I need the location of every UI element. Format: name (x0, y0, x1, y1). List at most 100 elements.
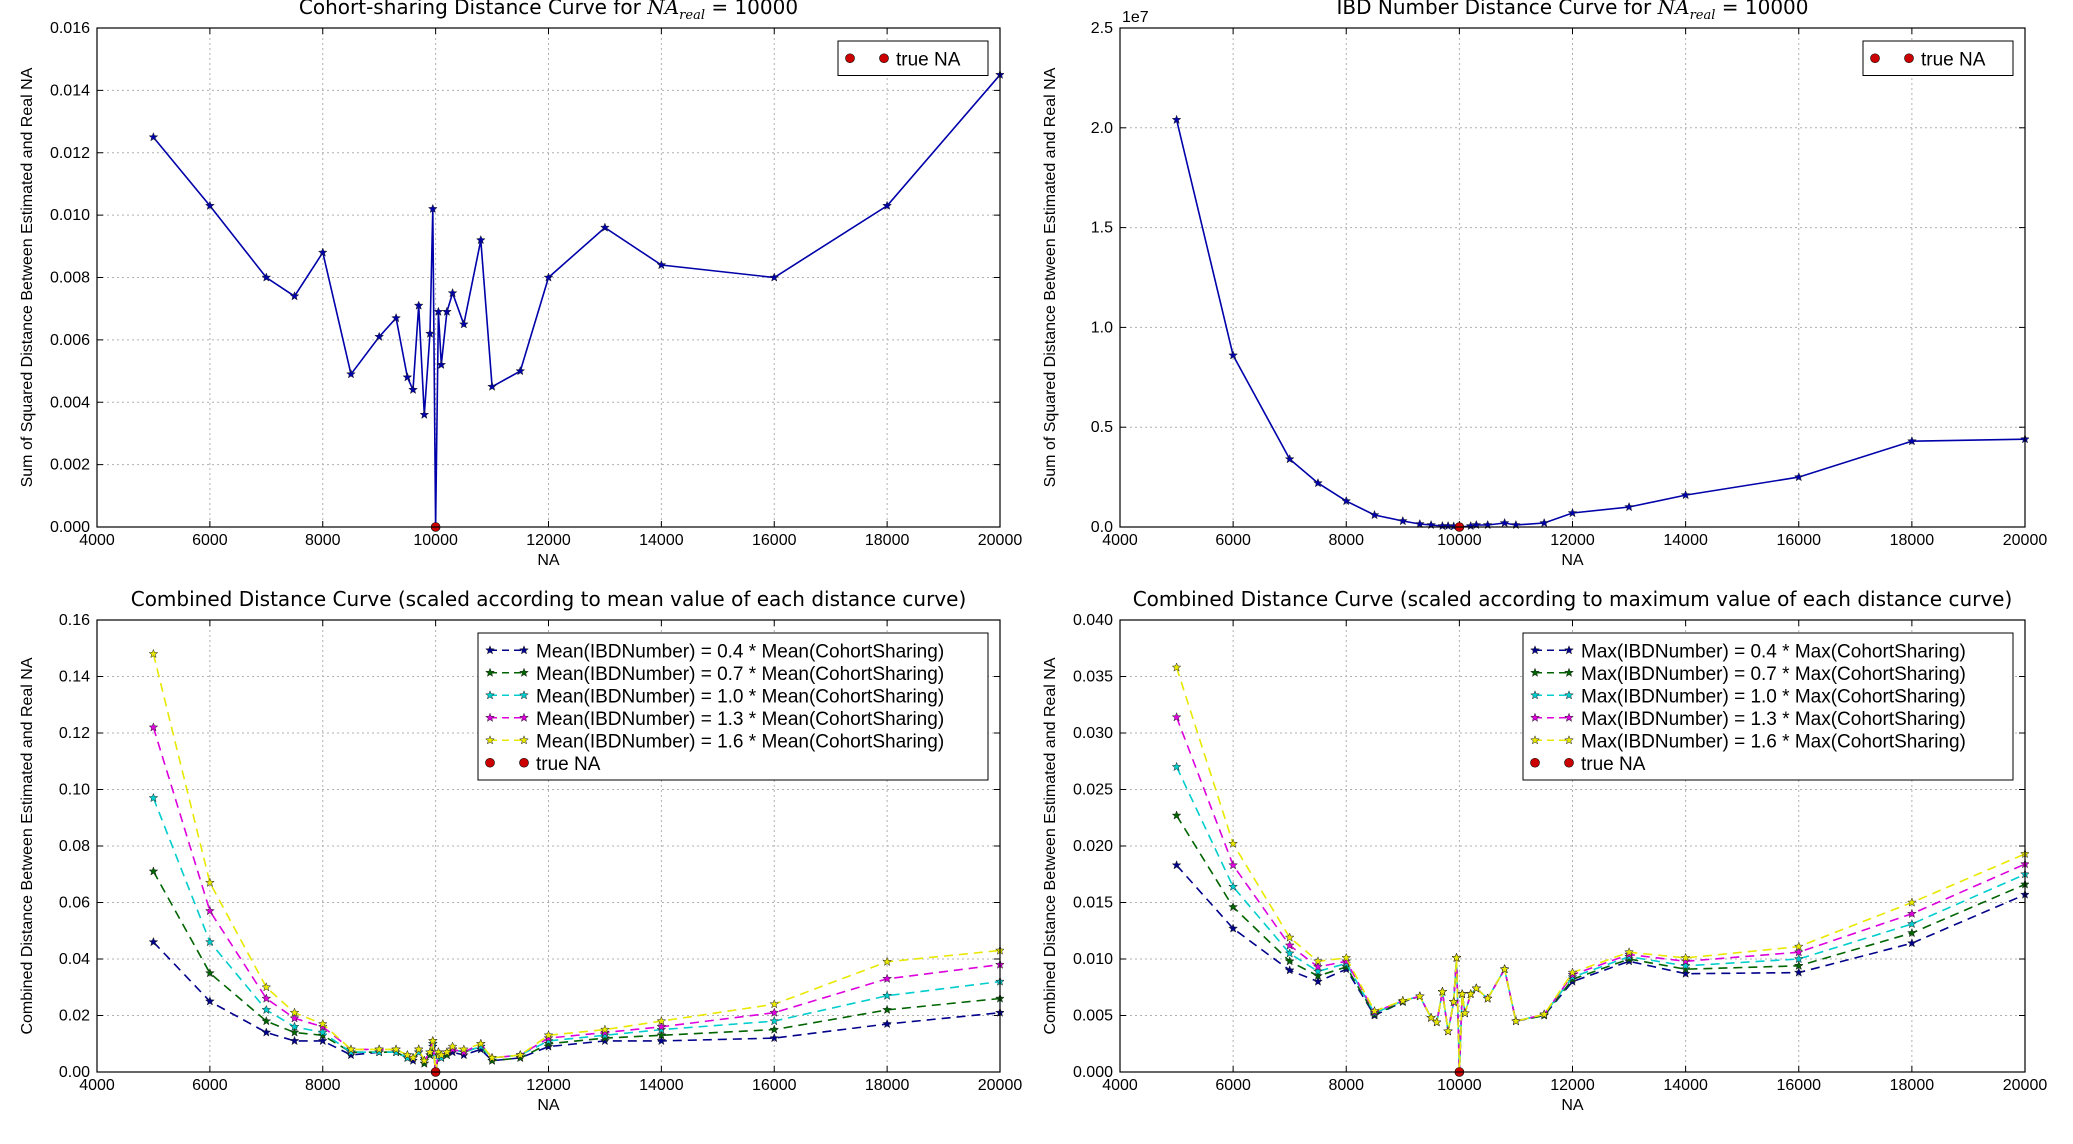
data-point (1539, 517, 1550, 528)
chart-title-text: Combined Distance Curve (scaled accordin… (131, 587, 967, 611)
data-point (204, 967, 215, 978)
data-point (475, 1038, 486, 1048)
axes-frame (96, 619, 1001, 1073)
data-point (1793, 967, 1804, 977)
x-tick-label: 10000 (1437, 532, 1482, 549)
legend-marker (1904, 53, 1914, 64)
data-point (1397, 515, 1408, 526)
data-point (1680, 489, 1691, 500)
x-axis-label: NA (537, 1097, 560, 1114)
data-point (1443, 520, 1453, 531)
data-point (1443, 1026, 1453, 1036)
data-point (402, 372, 413, 382)
data-point (769, 1032, 780, 1043)
legend-marker (519, 667, 529, 677)
data-point (204, 936, 215, 947)
data-point (1284, 932, 1295, 942)
legend-entry: true NA (485, 754, 601, 775)
data-point (148, 936, 159, 947)
data-point (1624, 501, 1634, 512)
legend-entry: Max(IBDNumber) = 1.0 * Max(CohortSharing… (1530, 686, 1966, 707)
legend-marker (1530, 645, 1540, 655)
x-tick-label: 14000 (639, 532, 684, 549)
legend-marker (485, 690, 495, 700)
data-point (1567, 967, 1578, 977)
data-point (427, 1035, 438, 1046)
data-point (769, 1015, 780, 1026)
data-point (882, 1004, 893, 1015)
data-point (769, 272, 780, 282)
data-point (1171, 810, 1182, 820)
y-tick-label: 0.16 (59, 612, 90, 629)
data-point (289, 1035, 300, 1046)
legend-entry: Mean(IBDNumber) = 1.6 * Mean(CohortShari… (485, 731, 944, 752)
data-point (408, 1055, 418, 1065)
data-point (515, 365, 526, 376)
data-point (656, 1021, 667, 1031)
legend-marker (879, 53, 889, 64)
data-point (1228, 350, 1239, 360)
legend-marker (485, 757, 495, 768)
data-point (433, 306, 444, 316)
chart-title-text: IBD Number Distance Curve for (1337, 0, 1653, 19)
data-point (1448, 996, 1459, 1007)
data-point (1499, 517, 1510, 528)
plot-area (1120, 28, 2025, 527)
legend: true NA (1862, 40, 2014, 76)
legend-label: Max(IBDNumber) = 1.3 * Max(CohortSharing… (1581, 709, 1966, 730)
data-point (408, 1052, 418, 1063)
y-tick-label: 0.030 (1073, 725, 1113, 742)
x-tick-label: 10000 (413, 1077, 458, 1094)
data-point (1431, 1017, 1442, 1027)
data-point (1906, 435, 1917, 446)
data-point (204, 200, 215, 210)
data-point (447, 287, 458, 298)
y-tick-label: 0.04 (59, 951, 90, 968)
y-tick-label: 0.002 (50, 457, 90, 474)
chart-panel-4: 4000 6000 8000 10000 12000 14000 16000 18000 200… (1042, 587, 2047, 1114)
x-tick-label: 10000 (1437, 1077, 1482, 1094)
x-tick-label: 18000 (1890, 532, 1935, 549)
data-point (1313, 970, 1323, 981)
data-point (1228, 923, 1239, 933)
data-point (148, 792, 159, 803)
data-point (413, 1046, 424, 1057)
y-axis-label: Combined Distance Between Estimated and … (19, 657, 36, 1034)
data-point (441, 306, 452, 316)
data-point (1284, 940, 1295, 950)
legend-marker (1530, 757, 1540, 768)
legend-marker (519, 690, 529, 700)
data-point (402, 1049, 413, 1060)
legend-marker (519, 645, 529, 655)
y-tick-label: 0.004 (50, 394, 90, 411)
legend-label: true NA (896, 49, 961, 70)
chart-title-text: Combined Distance Curve (scaled accordin… (1133, 587, 2013, 611)
chart-title-suffix: = 10000 (1715, 0, 1808, 19)
legend-box (837, 40, 989, 76)
x-tick-label: 6000 (192, 1077, 228, 1094)
y-tick-label: 0.006 (50, 332, 90, 349)
y-tick-label: 0.010 (1073, 951, 1113, 968)
data-point (204, 905, 215, 916)
series-line-2 (1175, 815, 2026, 1073)
legend-marker (1870, 53, 1880, 64)
data-point (261, 1015, 272, 1026)
x-tick-label: 12000 (1550, 532, 1595, 549)
y-tick-label: 2.5 (1091, 20, 1113, 37)
data-point (1906, 927, 1917, 938)
y-tick-label: 0.02 (59, 1008, 90, 1025)
data-point (261, 993, 272, 1003)
data-point (436, 1049, 447, 1060)
data-point (391, 1044, 402, 1054)
data-point (458, 1049, 469, 1060)
x-tick-label: 8000 (305, 532, 341, 549)
y-tick-label: 0.010 (50, 207, 90, 224)
data-point (882, 956, 893, 967)
data-point (1171, 859, 1182, 870)
x-tick-label: 20000 (978, 1077, 1023, 1094)
data-point (1228, 859, 1239, 870)
data-point (436, 359, 447, 370)
data-point (148, 131, 159, 142)
axes-frame (1119, 619, 2026, 1073)
